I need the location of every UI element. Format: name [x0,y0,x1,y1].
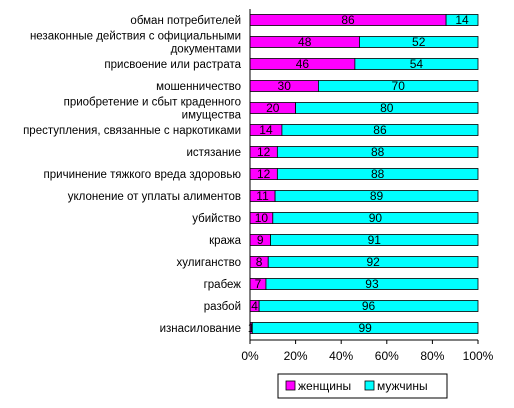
category-label: обман потребителей [130,15,241,27]
data-label: 8 [256,255,263,269]
bar-men [445,14,479,26]
data-label: 10 [255,211,269,225]
data-label: 1 [248,321,255,335]
data-label: 99 [358,321,372,335]
data-label: 92 [366,255,380,269]
bar-men [251,322,479,334]
data-label: 89 [370,189,384,203]
bar-men [281,124,479,136]
bar-men [274,190,479,202]
data-label: 14 [259,123,273,137]
bar-men [267,256,479,268]
x-tick-label: 80% [420,349,444,363]
category-label: грабеж [204,279,242,291]
data-label: 9 [257,233,264,247]
bar-men [295,102,479,114]
category-label: присвоение или растрата [104,59,241,71]
bar-men [276,146,479,158]
category-labels: обман потребителей незаконные действия с … [23,15,242,335]
category-label: уклонение от уплаты алиментов [68,191,241,203]
data-label: 88 [371,145,385,159]
category-label: разбой [204,301,241,313]
data-label: 4 [251,299,258,313]
data-label: 48 [298,35,312,49]
legend: женщины мужчины [277,373,448,399]
category-label: истязание [186,147,241,159]
data-label: 14 [455,13,469,27]
x-tick-label: 40% [329,349,353,363]
bar-men [276,168,479,180]
category-label: изнасилование [160,323,241,335]
category-label: убийство [192,213,241,225]
data-label: 7 [255,277,262,291]
x-tick-label: 20% [284,349,308,363]
data-label: 96 [362,299,376,313]
x-tick-label: 100% [463,349,494,363]
data-label: 86 [341,13,355,27]
data-label: 86 [373,123,387,137]
data-label: 90 [369,211,383,225]
legend-swatch [285,380,296,391]
legend-box [277,373,448,399]
x-tick-label: 0% [241,349,259,363]
data-label: 11 [256,189,269,203]
x-tick-label: 60% [375,349,399,363]
bar-men [270,234,479,246]
bar-men [359,36,479,48]
data-label: 12 [257,167,271,181]
data-label: 70 [392,79,406,93]
data-label: 88 [371,167,385,181]
bar-men [258,300,479,312]
category-label: имущества [182,110,242,122]
bar-men [265,278,479,290]
category-label: незаконные действия с официальными [30,31,241,43]
legend-label: женщины [298,379,351,393]
category-label: приобретение и сбыт краденного [64,97,241,109]
data-label: 91 [368,233,382,247]
x-axis: 0% 20% 40% 60% 80% 100% [241,9,494,363]
category-label: кража [209,235,242,247]
category-label: мошенничество [156,81,241,93]
bar-men [272,212,479,224]
data-label: 52 [412,35,426,49]
legend-swatch [364,380,375,391]
category-label: хулиганство [177,257,241,269]
data-label: 30 [278,79,292,93]
legend-label: мужчины [377,379,428,393]
data-label: 20 [266,101,280,115]
data-label: 54 [410,57,424,71]
category-label: причинение тяжкого вреда здоровью [44,169,242,181]
data-label: 46 [296,57,310,71]
bar-men [354,58,479,70]
data-label: 93 [365,277,379,291]
data-label: 80 [380,101,394,115]
category-label: документами [171,44,241,56]
bar-men [317,80,479,92]
category-label: преступления, связанные с наркотиками [23,125,241,137]
data-label: 12 [257,145,271,159]
